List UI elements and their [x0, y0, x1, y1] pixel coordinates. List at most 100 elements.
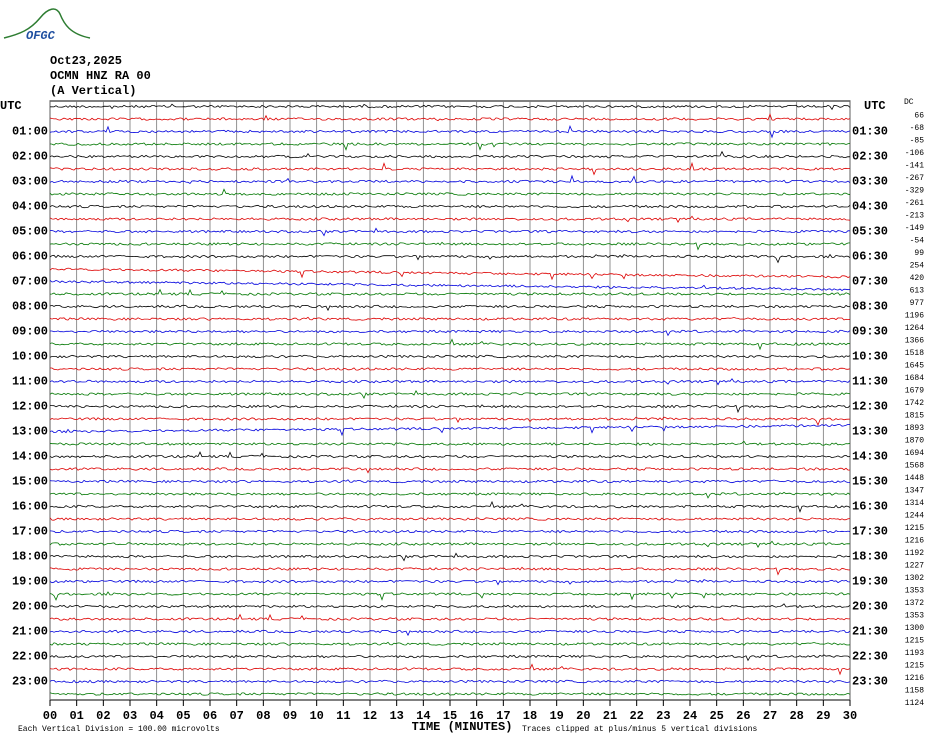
- station: OCMN HNZ RA 00: [50, 69, 151, 83]
- dc-offset: 1158: [905, 687, 924, 696]
- x-tick-label: 01: [69, 709, 83, 723]
- x-tick-label: 02: [96, 709, 110, 723]
- trace: [49, 204, 851, 209]
- trace: [49, 566, 851, 576]
- trace: [49, 279, 851, 291]
- dc-offset: -141: [905, 162, 924, 171]
- right-time-label: 06:30: [852, 250, 888, 264]
- dc-offset: 420: [910, 274, 925, 283]
- dc-offset: 1893: [905, 424, 924, 433]
- trace: [49, 253, 851, 264]
- trace: [49, 692, 851, 696]
- left-time-label: 16:00: [12, 500, 48, 514]
- trace: [49, 150, 851, 159]
- dc-offset: 1870: [905, 437, 924, 446]
- date: Oct23,2025: [50, 54, 122, 68]
- right-time-label: 11:30: [852, 375, 888, 389]
- dc-offset: -68: [910, 124, 925, 133]
- x-tick-label: 13: [389, 709, 403, 723]
- dc-offset: 1568: [905, 462, 924, 471]
- dc-title: DC: [904, 98, 914, 107]
- left-time-label: 14:00: [12, 450, 48, 464]
- trace: [49, 338, 851, 351]
- trace: [49, 517, 851, 521]
- left-time-label: 01:00: [12, 125, 48, 139]
- left-time-label: 23:00: [12, 675, 48, 689]
- trace: [49, 241, 851, 251]
- right-time-label: 09:30: [852, 325, 888, 339]
- x-tick-label: 08: [256, 709, 270, 723]
- dc-offset: 1679: [905, 387, 924, 396]
- trace: [49, 613, 850, 621]
- dc-offset: 977: [910, 299, 925, 308]
- left-time-label: 19:00: [12, 575, 48, 589]
- left-time-label: 05:00: [12, 225, 48, 239]
- dc-offset: 1684: [905, 374, 924, 383]
- right-time-label: 16:30: [852, 500, 888, 514]
- dc-offset: -149: [905, 224, 924, 233]
- left-time-label: 04:00: [12, 200, 48, 214]
- trace: [49, 416, 851, 426]
- dc-offset: 254: [910, 262, 925, 271]
- x-tick-label: 10: [309, 709, 323, 723]
- trace: [49, 579, 851, 586]
- dc-offset: 1215: [905, 637, 924, 646]
- left-time-label: 02:00: [12, 150, 48, 164]
- right-time-label: 13:30: [852, 425, 888, 439]
- scale-note: Each Vertical Division = 100.00 microvol…: [18, 725, 220, 734]
- dc-offset: 1196: [905, 312, 924, 321]
- x-tick-label: 12: [363, 709, 377, 723]
- right-time-label: 02:30: [852, 150, 888, 164]
- right-time-label: 18:30: [852, 550, 888, 564]
- dc-offset: 66: [914, 112, 924, 121]
- right-time-label: 14:30: [852, 450, 888, 464]
- dc-offset: 1372: [905, 599, 924, 608]
- trace: [49, 113, 851, 122]
- left-time-label: 21:00: [12, 625, 48, 639]
- x-tick-label: 06: [203, 709, 217, 723]
- trace: [49, 188, 851, 196]
- dc-offset: -54: [910, 237, 925, 246]
- left-time-label: 10:00: [12, 350, 48, 364]
- trace: [50, 367, 851, 371]
- dc-offset: 1216: [905, 537, 924, 546]
- component: (A Vertical): [50, 84, 136, 98]
- trace: [49, 103, 851, 111]
- dc-offset: -85: [910, 137, 925, 146]
- right-time-label: 03:30: [852, 175, 888, 189]
- left-time-label: 07:00: [12, 275, 48, 289]
- x-tick-label: 07: [229, 709, 243, 723]
- dc-offset: -213: [905, 212, 924, 221]
- dc-offset: 1314: [905, 499, 924, 508]
- trace: [49, 641, 851, 646]
- x-tick-label: 26: [736, 709, 750, 723]
- dc-offset: -267: [905, 174, 924, 183]
- trace: [49, 654, 851, 662]
- trace: [49, 316, 851, 321]
- right-time-label: 22:30: [852, 650, 888, 664]
- trace: [49, 423, 851, 437]
- trace: [49, 467, 851, 474]
- trace: [49, 540, 851, 548]
- left-time-label: 15:00: [12, 475, 48, 489]
- trace: [49, 161, 851, 176]
- right-time-label: 20:30: [852, 600, 888, 614]
- dc-offset: 613: [910, 287, 925, 296]
- left-time-label: 06:00: [12, 250, 48, 264]
- right-time-label: 07:30: [852, 275, 888, 289]
- dc-offset: 1366: [905, 337, 924, 346]
- left-time-label: 13:00: [12, 425, 48, 439]
- x-tick-label: 15: [443, 709, 457, 723]
- x-tick-label: 04: [149, 709, 163, 723]
- dc-offset: 1264: [905, 324, 924, 333]
- dc-offset: 1448: [905, 474, 924, 483]
- dc-offset: 1244: [905, 512, 924, 521]
- left-title: UTC: [0, 99, 22, 113]
- x-tick-label: 20: [576, 709, 590, 723]
- x-tick-label: 18: [523, 709, 537, 723]
- right-time-label: 08:30: [852, 300, 888, 314]
- left-time-label: 12:00: [12, 400, 48, 414]
- trace: [49, 603, 851, 609]
- x-tick-label: 05: [176, 709, 190, 723]
- trace: [49, 125, 851, 139]
